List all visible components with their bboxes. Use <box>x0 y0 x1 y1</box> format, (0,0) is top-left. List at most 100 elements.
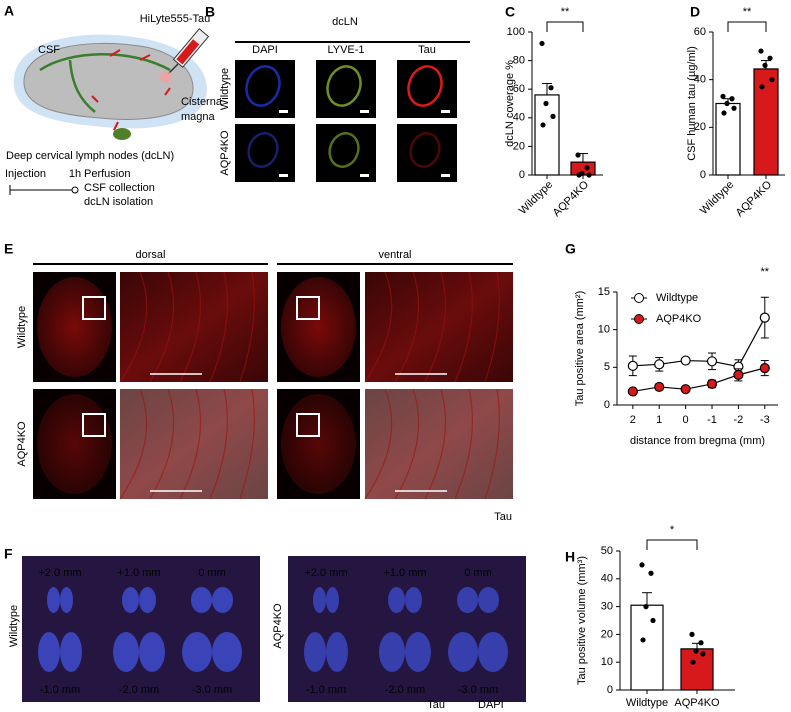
vessel <box>394 388 420 500</box>
brain-section <box>457 587 478 613</box>
data-point <box>689 631 695 638</box>
brain-section <box>326 587 339 613</box>
vessel <box>239 388 255 500</box>
vessel <box>484 388 500 500</box>
brain-section <box>313 587 326 613</box>
data-point <box>680 355 691 366</box>
scale-bar <box>441 174 450 177</box>
y-tick-label: 10 <box>598 324 610 336</box>
data-point <box>586 172 592 178</box>
vessel <box>209 271 228 383</box>
data-point <box>543 100 549 107</box>
brain-section <box>405 587 422 613</box>
data-point <box>540 122 546 128</box>
x-tick-label: 0 <box>683 414 689 426</box>
data-point <box>706 356 718 367</box>
section-label: +1.0 mm <box>383 567 426 579</box>
brain-section <box>182 632 212 672</box>
row-label: Wildtype <box>219 68 231 110</box>
vessel <box>119 271 148 383</box>
panel-label: H <box>565 549 575 565</box>
data-point <box>539 40 545 47</box>
data-point <box>690 659 696 665</box>
vessel <box>424 271 446 383</box>
section-label: -3.0 mm <box>192 684 232 696</box>
brain-section <box>405 632 431 672</box>
y-tick-label: 60 <box>513 83 525 95</box>
series-line <box>632 317 766 368</box>
lymph-node-outline <box>407 65 443 107</box>
y-axis-label: Tau positive volume (mm³) <box>576 556 588 685</box>
legend-label: AQP4KO <box>656 313 702 325</box>
roi-box <box>82 413 106 437</box>
micrograph <box>235 60 295 118</box>
timeline-label: Perfusion <box>84 168 130 180</box>
row-label: AQP4KO <box>16 421 28 467</box>
y-tick-label: 20 <box>513 140 525 152</box>
y-tick-label: 0 <box>700 169 706 181</box>
y-tick-label: 0 <box>604 399 610 411</box>
csf-route <box>39 53 171 113</box>
vessel <box>179 388 201 500</box>
y-tick-label: 10 <box>601 656 613 668</box>
micrograph <box>397 60 457 118</box>
data-point <box>639 562 645 568</box>
site-label: Cisterna <box>181 96 223 108</box>
flow-arrow <box>139 54 151 61</box>
data-point <box>759 312 770 323</box>
section-label: 0 mm <box>464 567 492 579</box>
x-tick-label: Wildtype <box>626 697 668 709</box>
roi-box <box>82 296 106 320</box>
y-tick-label: 20 <box>601 628 613 640</box>
view-label: dorsal <box>136 249 166 261</box>
x-tick-label: -2 <box>734 414 744 426</box>
x-tick-label: Wildtype <box>698 179 736 217</box>
flow-arrow <box>91 95 99 103</box>
channel-label: DAPI <box>478 699 504 711</box>
x-tick-label: AQP4KO <box>551 178 592 219</box>
brain-section <box>113 632 139 672</box>
data-point <box>654 381 665 393</box>
channel-label: LYVE-1 <box>327 44 364 56</box>
panel-label: G <box>565 241 576 257</box>
csf-label: CSF <box>38 44 60 56</box>
row-label: Wildtype <box>8 605 20 647</box>
data-point <box>548 85 554 91</box>
bar <box>534 94 560 176</box>
data-point <box>680 384 691 395</box>
data-point <box>700 651 706 657</box>
panel-label: A <box>4 3 14 19</box>
panel-label: F <box>4 546 13 562</box>
y-tick-label: 15 <box>598 286 610 298</box>
data-point <box>762 62 768 68</box>
data-point <box>731 105 737 111</box>
y-tick-label: 100 <box>507 26 525 38</box>
lymph-node-outline <box>409 132 441 168</box>
data-point <box>724 100 730 107</box>
zoom-image <box>365 389 513 499</box>
significance-bracket <box>727 21 767 32</box>
lymph-node-outline <box>326 65 362 107</box>
vessel <box>424 388 446 500</box>
y-tick-label: 0 <box>607 684 613 696</box>
timeline-label: CSF collection <box>84 182 155 194</box>
section-label: -3.0 mm <box>458 684 498 696</box>
section-label: -1.0 mm <box>40 684 80 696</box>
legend-marker <box>634 293 644 303</box>
brain-section <box>212 587 233 613</box>
data-point <box>759 84 765 90</box>
data-point <box>721 110 727 116</box>
data-point <box>706 378 718 390</box>
brain-image <box>281 277 356 377</box>
y-tick-label: 50 <box>601 545 613 557</box>
series-line <box>632 367 765 393</box>
data-point <box>654 359 665 370</box>
brain-section <box>448 632 478 672</box>
row-label: Wildtype <box>16 306 28 348</box>
brain-section <box>478 632 508 672</box>
brain-section <box>478 587 499 613</box>
section-label: +1.0 mm <box>117 567 160 579</box>
vessel <box>179 271 201 383</box>
data-point <box>758 48 764 54</box>
x-tick-label: Wildtype <box>517 179 555 217</box>
